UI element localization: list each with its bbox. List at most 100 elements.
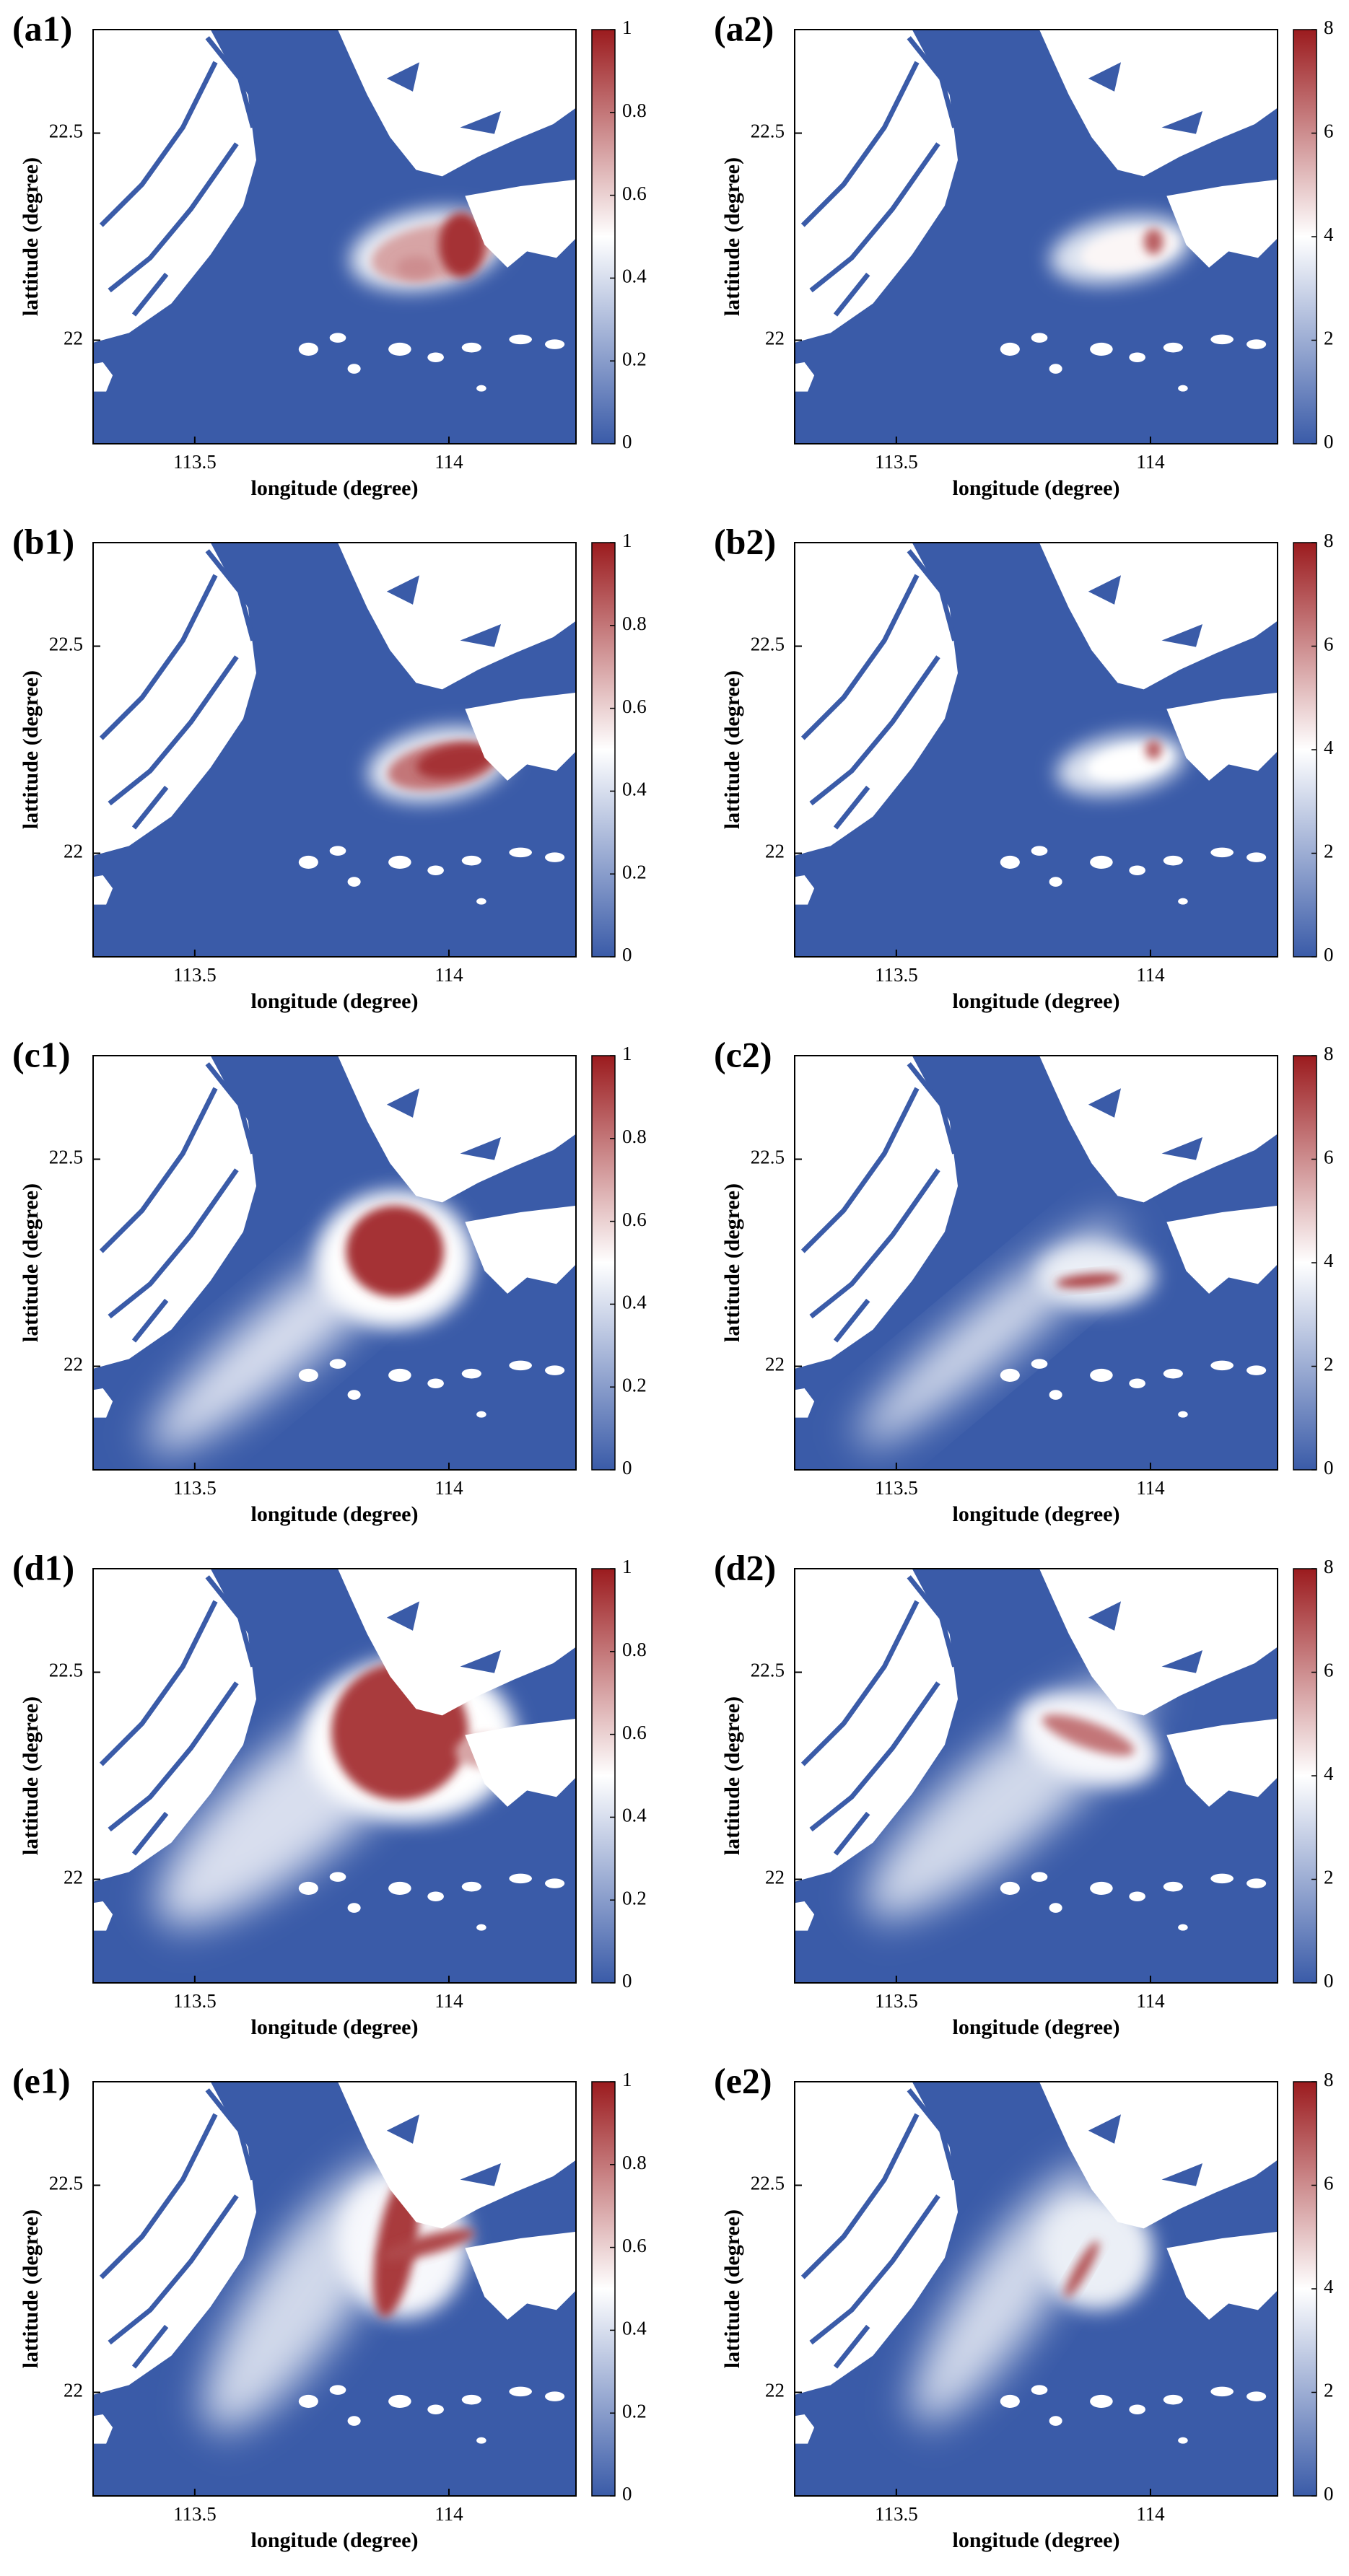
- colorbar: [591, 29, 616, 444]
- map: [795, 1056, 1278, 1470]
- y-tick-label: 22: [765, 1354, 785, 1375]
- x-tick-label: 114: [435, 1477, 463, 1499]
- colorbar-tick-label: 0: [622, 431, 632, 452]
- x-axis-label: longitude (degree): [251, 2015, 419, 2039]
- x-tick-label: 113.5: [173, 2503, 217, 2525]
- panel-label: (a1): [12, 8, 72, 48]
- y-tick-label: 22.5: [49, 1660, 83, 1681]
- x-tick-label: 114: [435, 1990, 463, 2012]
- x-tick-label: 114: [1136, 964, 1165, 986]
- x-tick-label: 113.5: [875, 964, 918, 986]
- colorbar-tick-label: 0: [622, 1457, 632, 1478]
- x-axis-label: longitude (degree): [953, 2015, 1120, 2039]
- colorbar-tick-label: 0.2: [622, 2400, 647, 2422]
- axes-frame: [92, 1055, 577, 1471]
- plume: [439, 212, 485, 278]
- colorbar-tick-label: 2: [1324, 328, 1334, 349]
- plume: [1145, 740, 1162, 760]
- plume: [1042, 1714, 1135, 1756]
- colorbar-tick-label: 0: [1324, 1970, 1334, 1992]
- x-tick-label: 114: [1136, 1990, 1165, 2012]
- colorbar-tick-label: 6: [1324, 1660, 1334, 1681]
- x-tick-label: 114: [435, 2503, 463, 2525]
- plume: [396, 256, 436, 279]
- plume: [1143, 228, 1164, 255]
- axes-frame: [92, 1568, 577, 1984]
- axes-frame: [794, 29, 1278, 444]
- panel-label: (b1): [12, 521, 74, 561]
- panel: 113.5 114 22 22.5 longitude (degree) lattitud…: [714, 8, 1334, 499]
- axes-frame: [794, 1055, 1278, 1471]
- y-axis-label: lattitude (degree): [720, 1183, 744, 1342]
- colorbar-tick-label: 8: [1324, 2069, 1334, 2090]
- colorbar-tick-label: 0.8: [622, 100, 647, 121]
- x-axis-label: longitude (degree): [953, 989, 1120, 1013]
- y-tick-label: 22: [765, 1867, 785, 1888]
- y-axis-label: lattitude (degree): [19, 670, 43, 829]
- map: [795, 2082, 1278, 2496]
- colorbar-tick-label: 0.6: [622, 1209, 647, 1230]
- colorbar-tick-label: 4: [1324, 1763, 1334, 1784]
- x-tick-label: 114: [1136, 1477, 1165, 1499]
- x-tick-label: 114: [1136, 2503, 1165, 2525]
- colorbar-tick-label: 2: [1324, 2380, 1334, 2401]
- map: [93, 30, 576, 444]
- colorbar-tick-label: 4: [1324, 1250, 1334, 1271]
- map: [93, 2082, 576, 2496]
- plume: [1055, 1274, 1121, 1288]
- panel: 113.5 114 22 22.5 longitude (degree) lattitud…: [12, 1034, 647, 1525]
- colorbar-tick-label: 0: [622, 944, 632, 965]
- colorbar-tick-label: 6: [1324, 1147, 1334, 1168]
- colorbar-tick-label: 8: [1324, 17, 1334, 38]
- colorbar: [591, 1055, 616, 1471]
- y-axis-label: lattitude (degree): [720, 1696, 744, 1855]
- colorbar-tick-label: 2: [1324, 1354, 1334, 1375]
- x-tick-label: 113.5: [875, 1477, 918, 1499]
- panel: 113.5 114 22 22.5 longitude (degree) lattitud…: [12, 8, 647, 499]
- colorbar-tick-label: 0: [622, 2483, 632, 2505]
- panel-label: (d1): [12, 1547, 74, 1587]
- colorbar-tick-label: 0.8: [622, 1639, 647, 1660]
- map: [93, 1056, 576, 1470]
- panel: 113.5 114 22 22.5 longitude (degree) lattitud…: [714, 1034, 1334, 1525]
- colorbar-tick-label: 0.2: [622, 861, 647, 882]
- y-axis-label: lattitude (degree): [720, 157, 744, 316]
- x-tick-label: 113.5: [173, 1477, 217, 1499]
- colorbar-tick-label: 8: [1324, 1556, 1334, 1577]
- colorbar-tick-label: 0.4: [622, 2318, 647, 2339]
- x-tick-label: 113.5: [875, 451, 918, 473]
- colorbar-tick-label: 0.8: [622, 613, 647, 634]
- y-tick-label: 22.5: [751, 121, 785, 142]
- map: [93, 543, 576, 957]
- x-tick-label: 113.5: [875, 2503, 918, 2525]
- colorbar-tick-label: 0.6: [622, 1722, 647, 1743]
- y-tick-label: 22: [765, 841, 785, 862]
- y-axis-label: lattitude (degree): [720, 2209, 744, 2368]
- y-tick-label: 22: [765, 328, 785, 349]
- colorbar-tick-label: 4: [1324, 737, 1334, 758]
- colorbar-tick-label: 2: [1324, 841, 1334, 862]
- x-axis-label: longitude (degree): [251, 476, 419, 500]
- colorbar-tick-label: 0.2: [622, 348, 647, 369]
- map: [93, 1569, 576, 1983]
- y-tick-label: 22: [64, 1354, 83, 1375]
- colorbar-tick-label: 1: [622, 2069, 632, 2090]
- y-tick-label: 22: [64, 328, 83, 349]
- panel-label: (e2): [714, 2060, 772, 2100]
- colorbar-tick-label: 0: [1324, 944, 1334, 965]
- x-tick-label: 113.5: [875, 1990, 918, 2012]
- y-tick-label: 22: [64, 1867, 83, 1888]
- colorbar-tick-label: 8: [1324, 530, 1334, 551]
- x-axis-label: longitude (degree): [953, 476, 1120, 500]
- colorbar-tick-label: 0: [622, 1970, 632, 1992]
- panel: 113.5 114 22 22.5 longitude (degree) lattitud…: [12, 521, 647, 1012]
- colorbar-tick-label: 1: [622, 1043, 632, 1064]
- colorbar-tick-label: 0: [1324, 431, 1334, 452]
- y-axis-label: lattitude (degree): [720, 670, 744, 829]
- x-tick-label: 114: [435, 451, 463, 473]
- x-axis-label: longitude (degree): [953, 2528, 1120, 2552]
- colorbar-tick-label: 0.6: [622, 183, 647, 204]
- x-tick-label: 114: [1136, 451, 1165, 473]
